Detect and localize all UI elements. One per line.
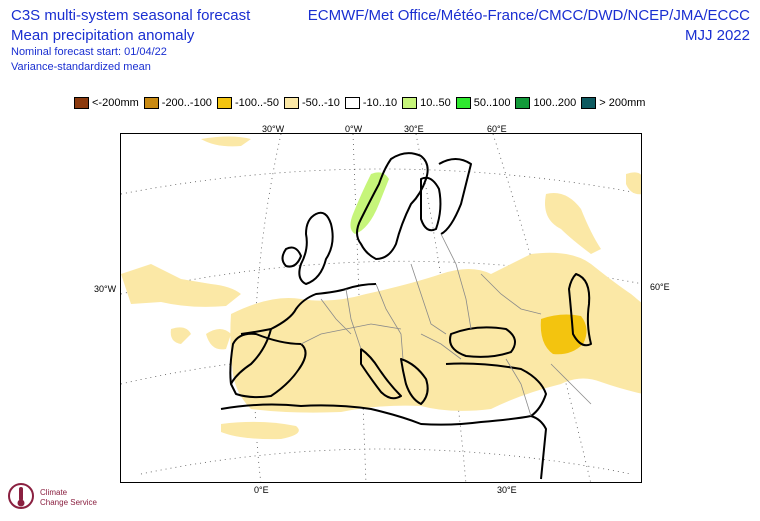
legend-item: > 200mm xyxy=(581,97,645,109)
season-label: MJJ 2022 xyxy=(684,27,750,44)
legend-label: -100..-50 xyxy=(234,97,279,109)
tick-left-30w: 30°W xyxy=(94,284,117,294)
tick-top-30w: 30°W xyxy=(262,124,285,134)
climate-service-logo: Climate Change Service xyxy=(6,478,106,518)
legend-swatch xyxy=(344,97,360,109)
map-canvas xyxy=(121,134,641,482)
europe-map xyxy=(120,133,642,483)
legend-item: -100..-50 xyxy=(216,97,279,109)
country-borders xyxy=(300,233,592,417)
legend-item: -50..-10 xyxy=(283,97,340,109)
legend-swatch xyxy=(455,97,471,109)
legend-item: -200..-100 xyxy=(143,97,212,109)
logo-icon xyxy=(8,483,34,509)
legend-swatch xyxy=(581,97,597,109)
color-legend: <-200mm -200..-100 -100..-50 -50..-10 -1… xyxy=(74,95,650,111)
legend-label: 10..50 xyxy=(420,97,451,109)
logo-line-2: Change Service xyxy=(40,498,97,507)
subtitle-line-1: Nominal forecast start: 01/04/22 xyxy=(11,46,167,58)
legend-label: -50..-10 xyxy=(301,97,340,109)
legend-item: -10..10 xyxy=(344,97,398,109)
coastlines xyxy=(220,152,592,480)
tick-top-60e: 60°E xyxy=(487,124,507,134)
legend-swatch xyxy=(515,97,531,109)
title-line-2: Mean precipitation anomaly xyxy=(11,27,195,44)
legend-item: 50..100 xyxy=(455,97,511,109)
legend-swatch xyxy=(74,97,89,109)
legend-label: -10..10 xyxy=(362,97,398,109)
legend-swatch xyxy=(402,97,418,109)
tick-right-60e: 60°E xyxy=(650,282,670,292)
legend-item: <-200mm xyxy=(74,97,139,109)
legend-label: 50..100 xyxy=(473,97,511,109)
legend-label: <-200mm xyxy=(92,97,139,109)
tick-bottom-0e: 0°E xyxy=(254,485,269,495)
tick-top-30e: 30°E xyxy=(404,124,424,134)
tick-top-0: 0°W xyxy=(345,124,363,134)
legend-swatch xyxy=(283,97,299,109)
subtitle-line-2: Variance-standardized mean xyxy=(11,61,151,73)
anomaly-fill-light xyxy=(121,136,641,440)
legend-label: > 200mm xyxy=(599,97,646,109)
tick-bottom-30e: 30°E xyxy=(497,485,517,495)
anomaly-fill-medium xyxy=(540,314,587,355)
logo-line-1: Climate xyxy=(40,488,68,497)
legend-swatch xyxy=(143,97,159,109)
legend-swatch xyxy=(216,97,232,109)
legend-item: 10..50 xyxy=(402,97,451,109)
legend-label: -200..-100 xyxy=(161,97,212,109)
centres-title: ECMWF/Met Office/Météo-France/CMCC/DWD/N… xyxy=(307,7,750,24)
legend-label: 100..200 xyxy=(533,97,577,109)
legend-item: 100..200 xyxy=(515,97,576,109)
title-line-1: C3S multi-system seasonal forecast xyxy=(11,7,251,24)
